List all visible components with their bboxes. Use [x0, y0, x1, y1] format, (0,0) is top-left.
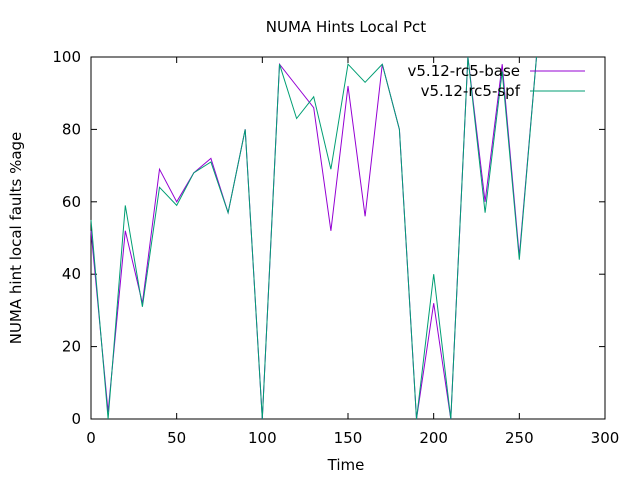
legend-label-2: v5.12-rc5-spf — [421, 82, 521, 100]
plot-frame — [90, 56, 606, 420]
series-line-1 — [90, 56, 537, 420]
y-axis: 0 20 40 60 80 100 — [52, 48, 605, 428]
x-tick-label: 250 — [505, 429, 534, 447]
x-tick-label: 300 — [591, 429, 620, 447]
legend-label-1: v5.12-rc5-base — [408, 62, 521, 80]
x-axis: 0 50 100 150 200 250 300 — [86, 57, 619, 447]
x-tick-label: 0 — [86, 429, 96, 447]
series-line-2 — [90, 56, 537, 420]
x-tick-label: 150 — [334, 429, 363, 447]
y-tick-label: 60 — [62, 193, 81, 211]
x-tick-label: 200 — [419, 429, 448, 447]
y-axis-title: NUMA hint local faults %age — [7, 132, 25, 345]
x-tick-label: 100 — [248, 429, 277, 447]
x-tick-label: 50 — [167, 429, 186, 447]
y-tick-label: 100 — [52, 48, 81, 66]
series-lines — [90, 56, 537, 420]
plot-border — [90, 56, 606, 420]
y-tick-label: 0 — [71, 410, 81, 428]
chart-title: NUMA Hints Local Pct — [266, 18, 427, 36]
legend: v5.12-rc5-base v5.12-rc5-spf — [408, 62, 585, 100]
x-axis-title: Time — [327, 456, 365, 474]
y-tick-label: 80 — [62, 120, 81, 138]
y-tick-label: 40 — [62, 265, 81, 283]
y-tick-label: 20 — [62, 338, 81, 356]
